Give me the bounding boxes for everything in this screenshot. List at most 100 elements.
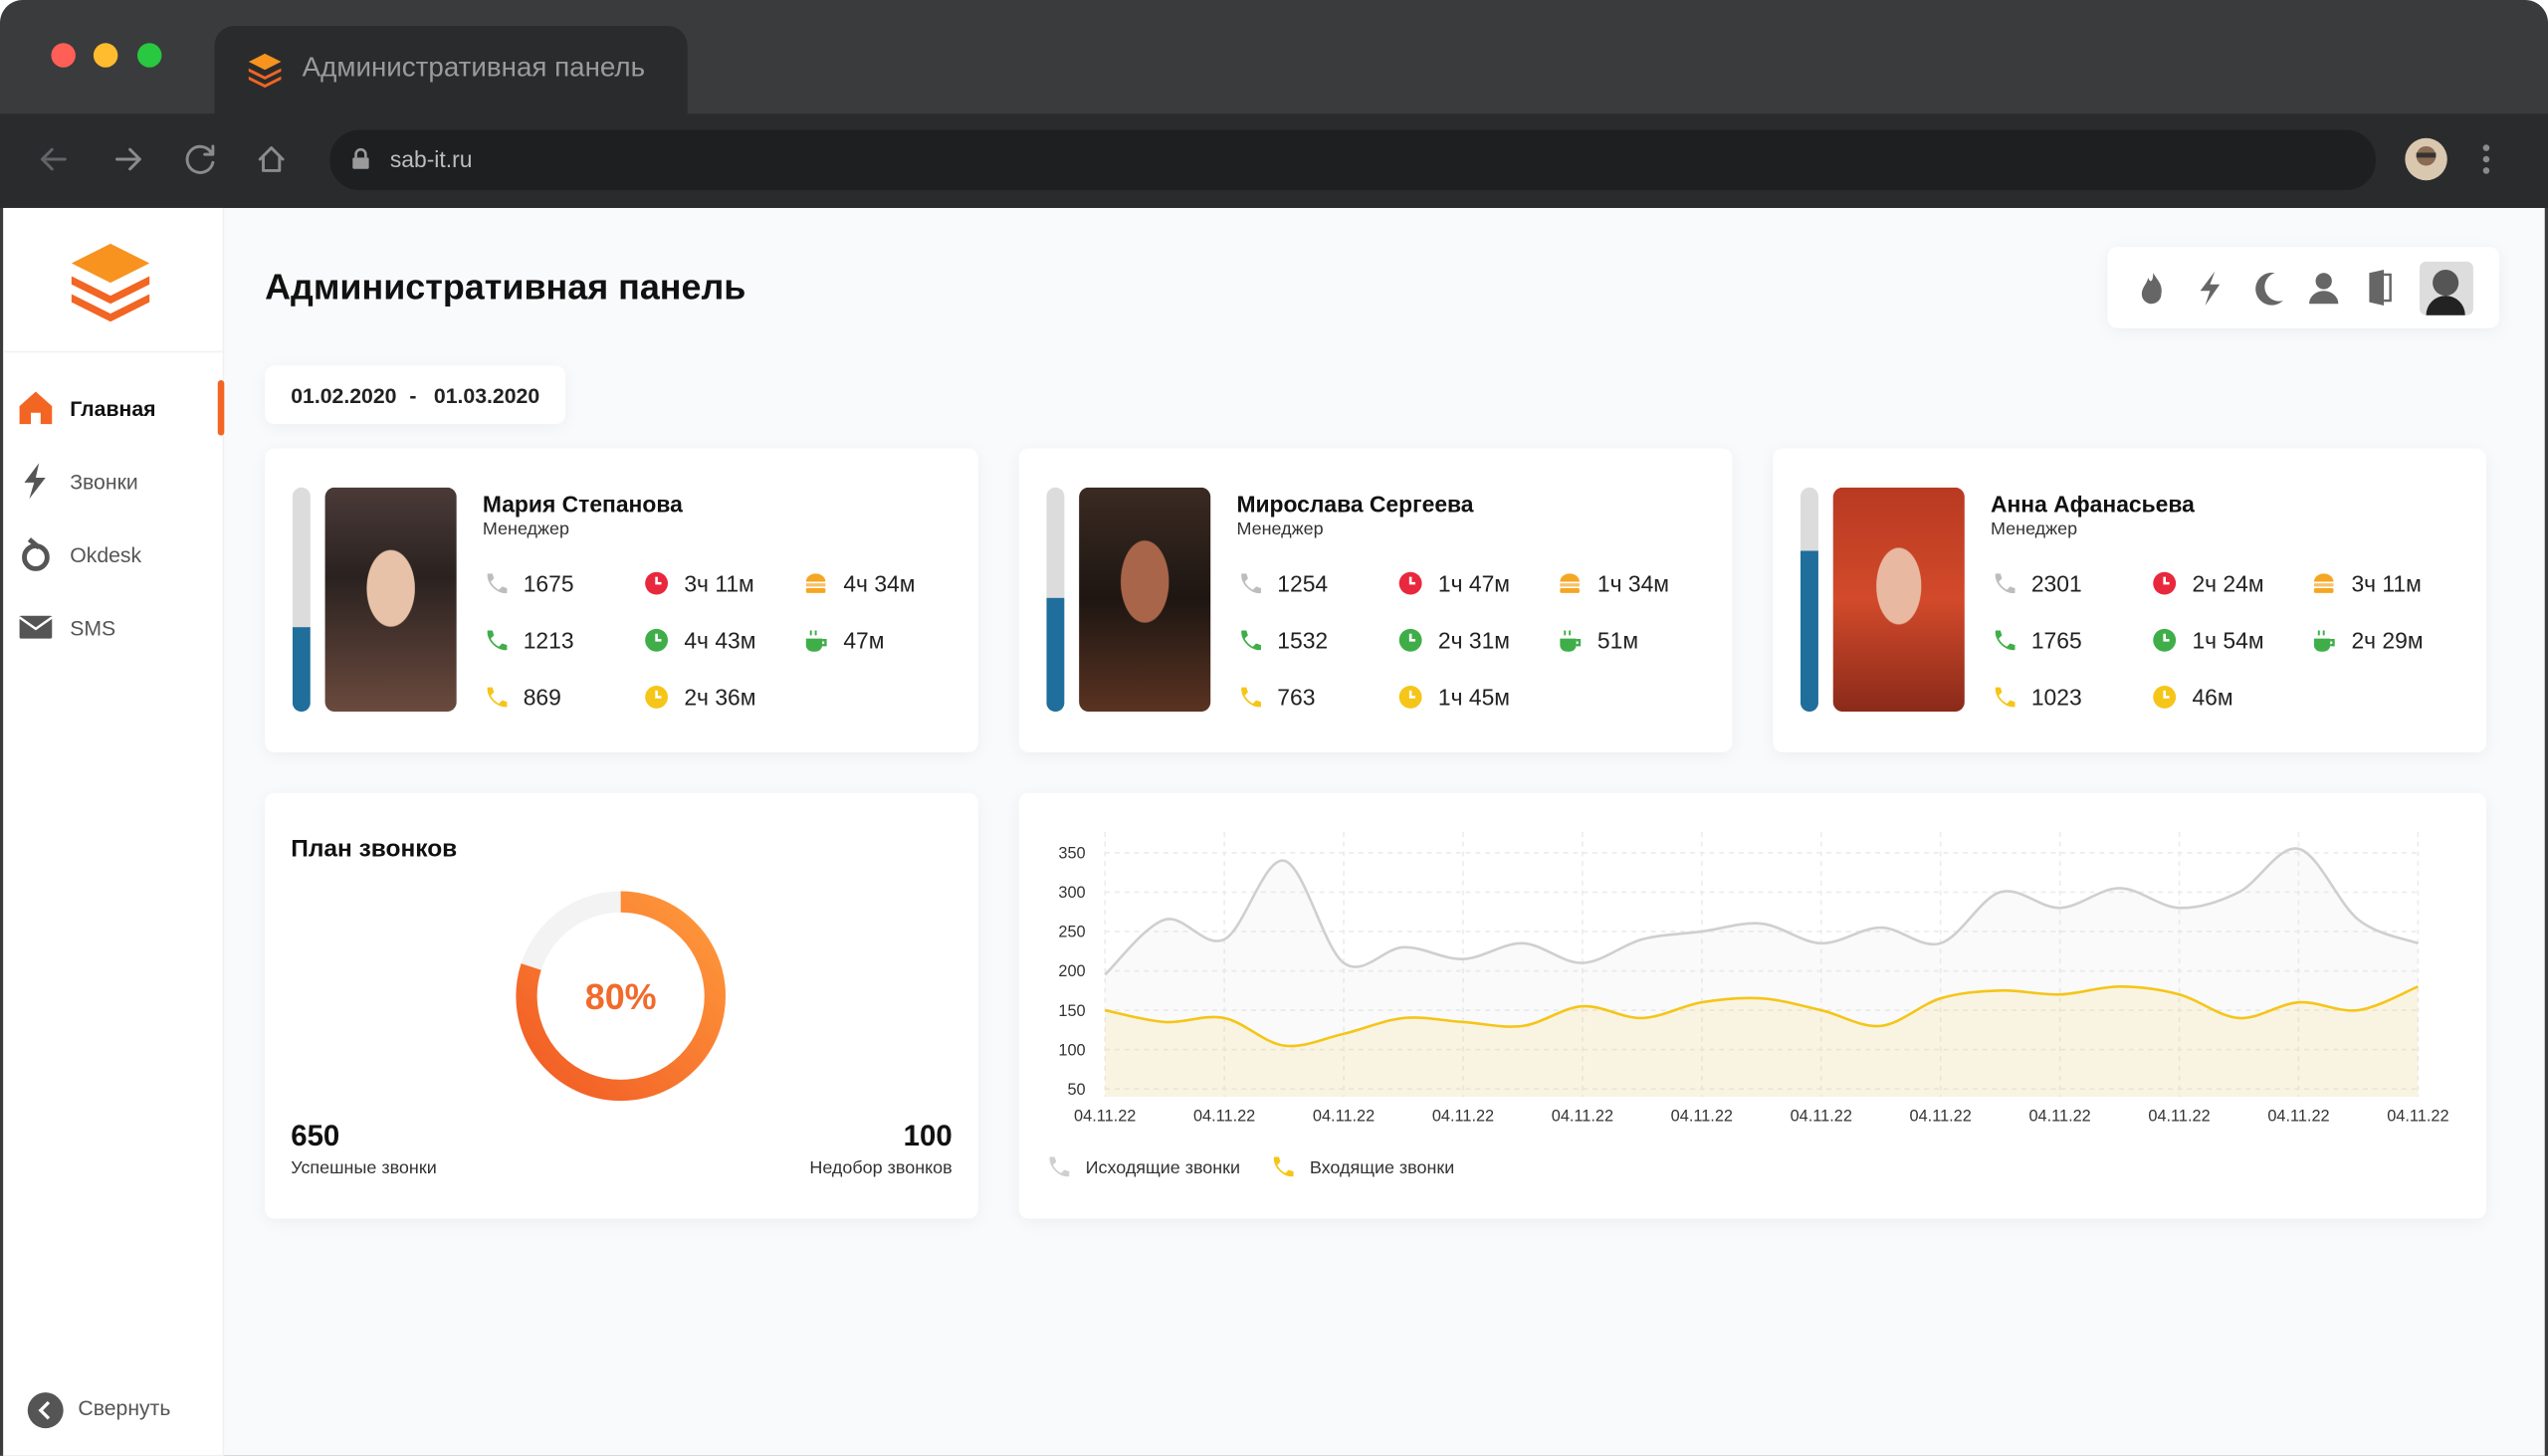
legend-icon <box>1273 1156 1294 1177</box>
series-area <box>1105 986 2419 1098</box>
stat-value: 1ч 47м <box>1437 570 1511 597</box>
maximize-button[interactable] <box>136 43 162 68</box>
stat-icon <box>2153 628 2177 652</box>
x-tick-label: 04.11.22 <box>1552 1108 1613 1126</box>
stat-icon <box>645 571 669 595</box>
plan-title: План звонков <box>291 835 458 863</box>
x-tick-label: 04.11.22 <box>1910 1108 1972 1126</box>
collapse-icon[interactable] <box>26 1391 65 1430</box>
x-tick-label: 04.11.22 <box>1074 1108 1136 1126</box>
progress-track <box>292 487 311 713</box>
fire-icon[interactable] <box>2141 273 2162 305</box>
minimize-button[interactable] <box>93 43 118 68</box>
forward-button[interactable] <box>115 147 141 171</box>
stat-icon <box>1560 630 1582 652</box>
x-tick-label: 04.11.22 <box>2148 1108 2210 1126</box>
nav-icon <box>24 463 46 500</box>
nav-icon <box>19 391 53 425</box>
shortfall-count: 100 <box>903 1119 953 1152</box>
stat-icon <box>1995 687 2016 708</box>
moon-icon[interactable] <box>2255 272 2283 306</box>
stat-value: 1ч 34м <box>1596 570 1670 597</box>
progress-fill <box>292 626 311 713</box>
stat-icon <box>487 687 508 708</box>
employee-name: Анна Афанасьева <box>1990 491 2195 518</box>
stat-value: 763 <box>1277 684 1316 711</box>
shortfall-label: Недобор звонков <box>809 1158 953 1178</box>
x-tick-label: 04.11.22 <box>2387 1108 2448 1126</box>
donut-arc <box>516 891 726 1102</box>
stat-icon <box>1398 628 1422 652</box>
exit-icon[interactable] <box>2369 270 2392 306</box>
donut-label: 80% <box>585 976 657 1017</box>
stat-value: 2301 <box>2030 570 2082 597</box>
back-button[interactable] <box>40 147 67 171</box>
bolt-icon[interactable] <box>2200 271 2221 306</box>
stat-icon <box>1398 685 1422 709</box>
close-button[interactable] <box>51 43 76 68</box>
y-tick-label: 200 <box>1058 962 1085 980</box>
menu-button[interactable] <box>2482 144 2490 174</box>
y-tick-label: 50 <box>1067 1081 1085 1099</box>
progress-track <box>1800 487 1818 713</box>
stat-icon <box>2153 685 2177 709</box>
series-line <box>1104 985 2419 1048</box>
y-tick-label: 250 <box>1058 924 1085 941</box>
nav-buttons <box>40 144 285 174</box>
success-count: 650 <box>291 1119 340 1152</box>
chart-card <box>1018 792 2486 1219</box>
stat-value: 2ч 29м <box>2351 627 2424 654</box>
x-tick-label: 04.11.22 <box>1432 1108 1494 1126</box>
plan-donut: 80% <box>516 891 726 1102</box>
collapse-label[interactable]: Свернуть <box>78 1395 171 1420</box>
stat-value: 3ч 11м <box>2351 570 2422 597</box>
user-icon[interactable] <box>2309 273 2339 305</box>
date-range-picker[interactable] <box>265 365 566 425</box>
legend-icon <box>1049 1156 1070 1177</box>
stat-icon <box>1241 687 1261 708</box>
stat-value: 1023 <box>2030 684 2082 711</box>
profile-menu <box>2405 137 2490 181</box>
stat-value: 46м <box>2192 684 2233 711</box>
page-title: Административная панель <box>265 266 746 308</box>
legend-label: Исходящие звонки <box>1086 1157 1240 1177</box>
stat-icon <box>1398 571 1422 595</box>
nav-item[interactable]: Главная <box>70 396 156 421</box>
x-tick-label: 04.11.22 <box>2267 1108 2329 1126</box>
stat-icon <box>1995 573 2016 594</box>
stat-value: 2ч 31м <box>1437 627 1511 654</box>
address-bar[interactable] <box>329 129 2376 191</box>
y-tick-label: 300 <box>1058 884 1085 902</box>
stat-value: 47м <box>843 627 885 654</box>
home-button[interactable] <box>258 146 285 172</box>
stat-value: 1765 <box>2030 627 2082 654</box>
employee-photo <box>1832 487 1965 713</box>
nav-item[interactable]: Okdesk <box>70 542 142 567</box>
employee-role: Менеджер <box>1236 520 1324 540</box>
nav-item[interactable]: SMS <box>70 615 116 641</box>
stat-icon <box>1560 573 1580 593</box>
stat-icon <box>805 630 827 652</box>
success-label: Успешные звонки <box>291 1158 437 1178</box>
stat-value: 1213 <box>523 627 574 654</box>
browser-tab[interactable] <box>214 26 688 114</box>
nav-item[interactable]: Звонки <box>70 469 138 495</box>
stat-icon <box>645 685 669 709</box>
date-to: 01.03.2020 <box>433 383 540 408</box>
stat-icon <box>1241 573 1261 594</box>
stat-value: 1254 <box>1277 570 1329 597</box>
employee-card: Мария Степанова Менеджер 1675 3ч 11м 4ч 34м 1… <box>265 448 978 752</box>
reload-button[interactable] <box>185 144 215 174</box>
x-tick-label: 04.11.22 <box>1671 1108 1733 1126</box>
stat-icon <box>1241 630 1261 651</box>
stat-value: 1675 <box>523 570 574 597</box>
x-tick-label: 04.11.22 <box>1791 1108 1852 1126</box>
stat-value: 2ч 24м <box>2192 570 2264 597</box>
stat-icon <box>1995 630 2016 651</box>
x-tick-label: 04.11.22 <box>1193 1108 1255 1126</box>
window-controls <box>51 43 162 68</box>
employee-role: Менеджер <box>1990 520 2078 540</box>
stat-icon <box>645 628 669 652</box>
stat-icon <box>2153 571 2177 595</box>
